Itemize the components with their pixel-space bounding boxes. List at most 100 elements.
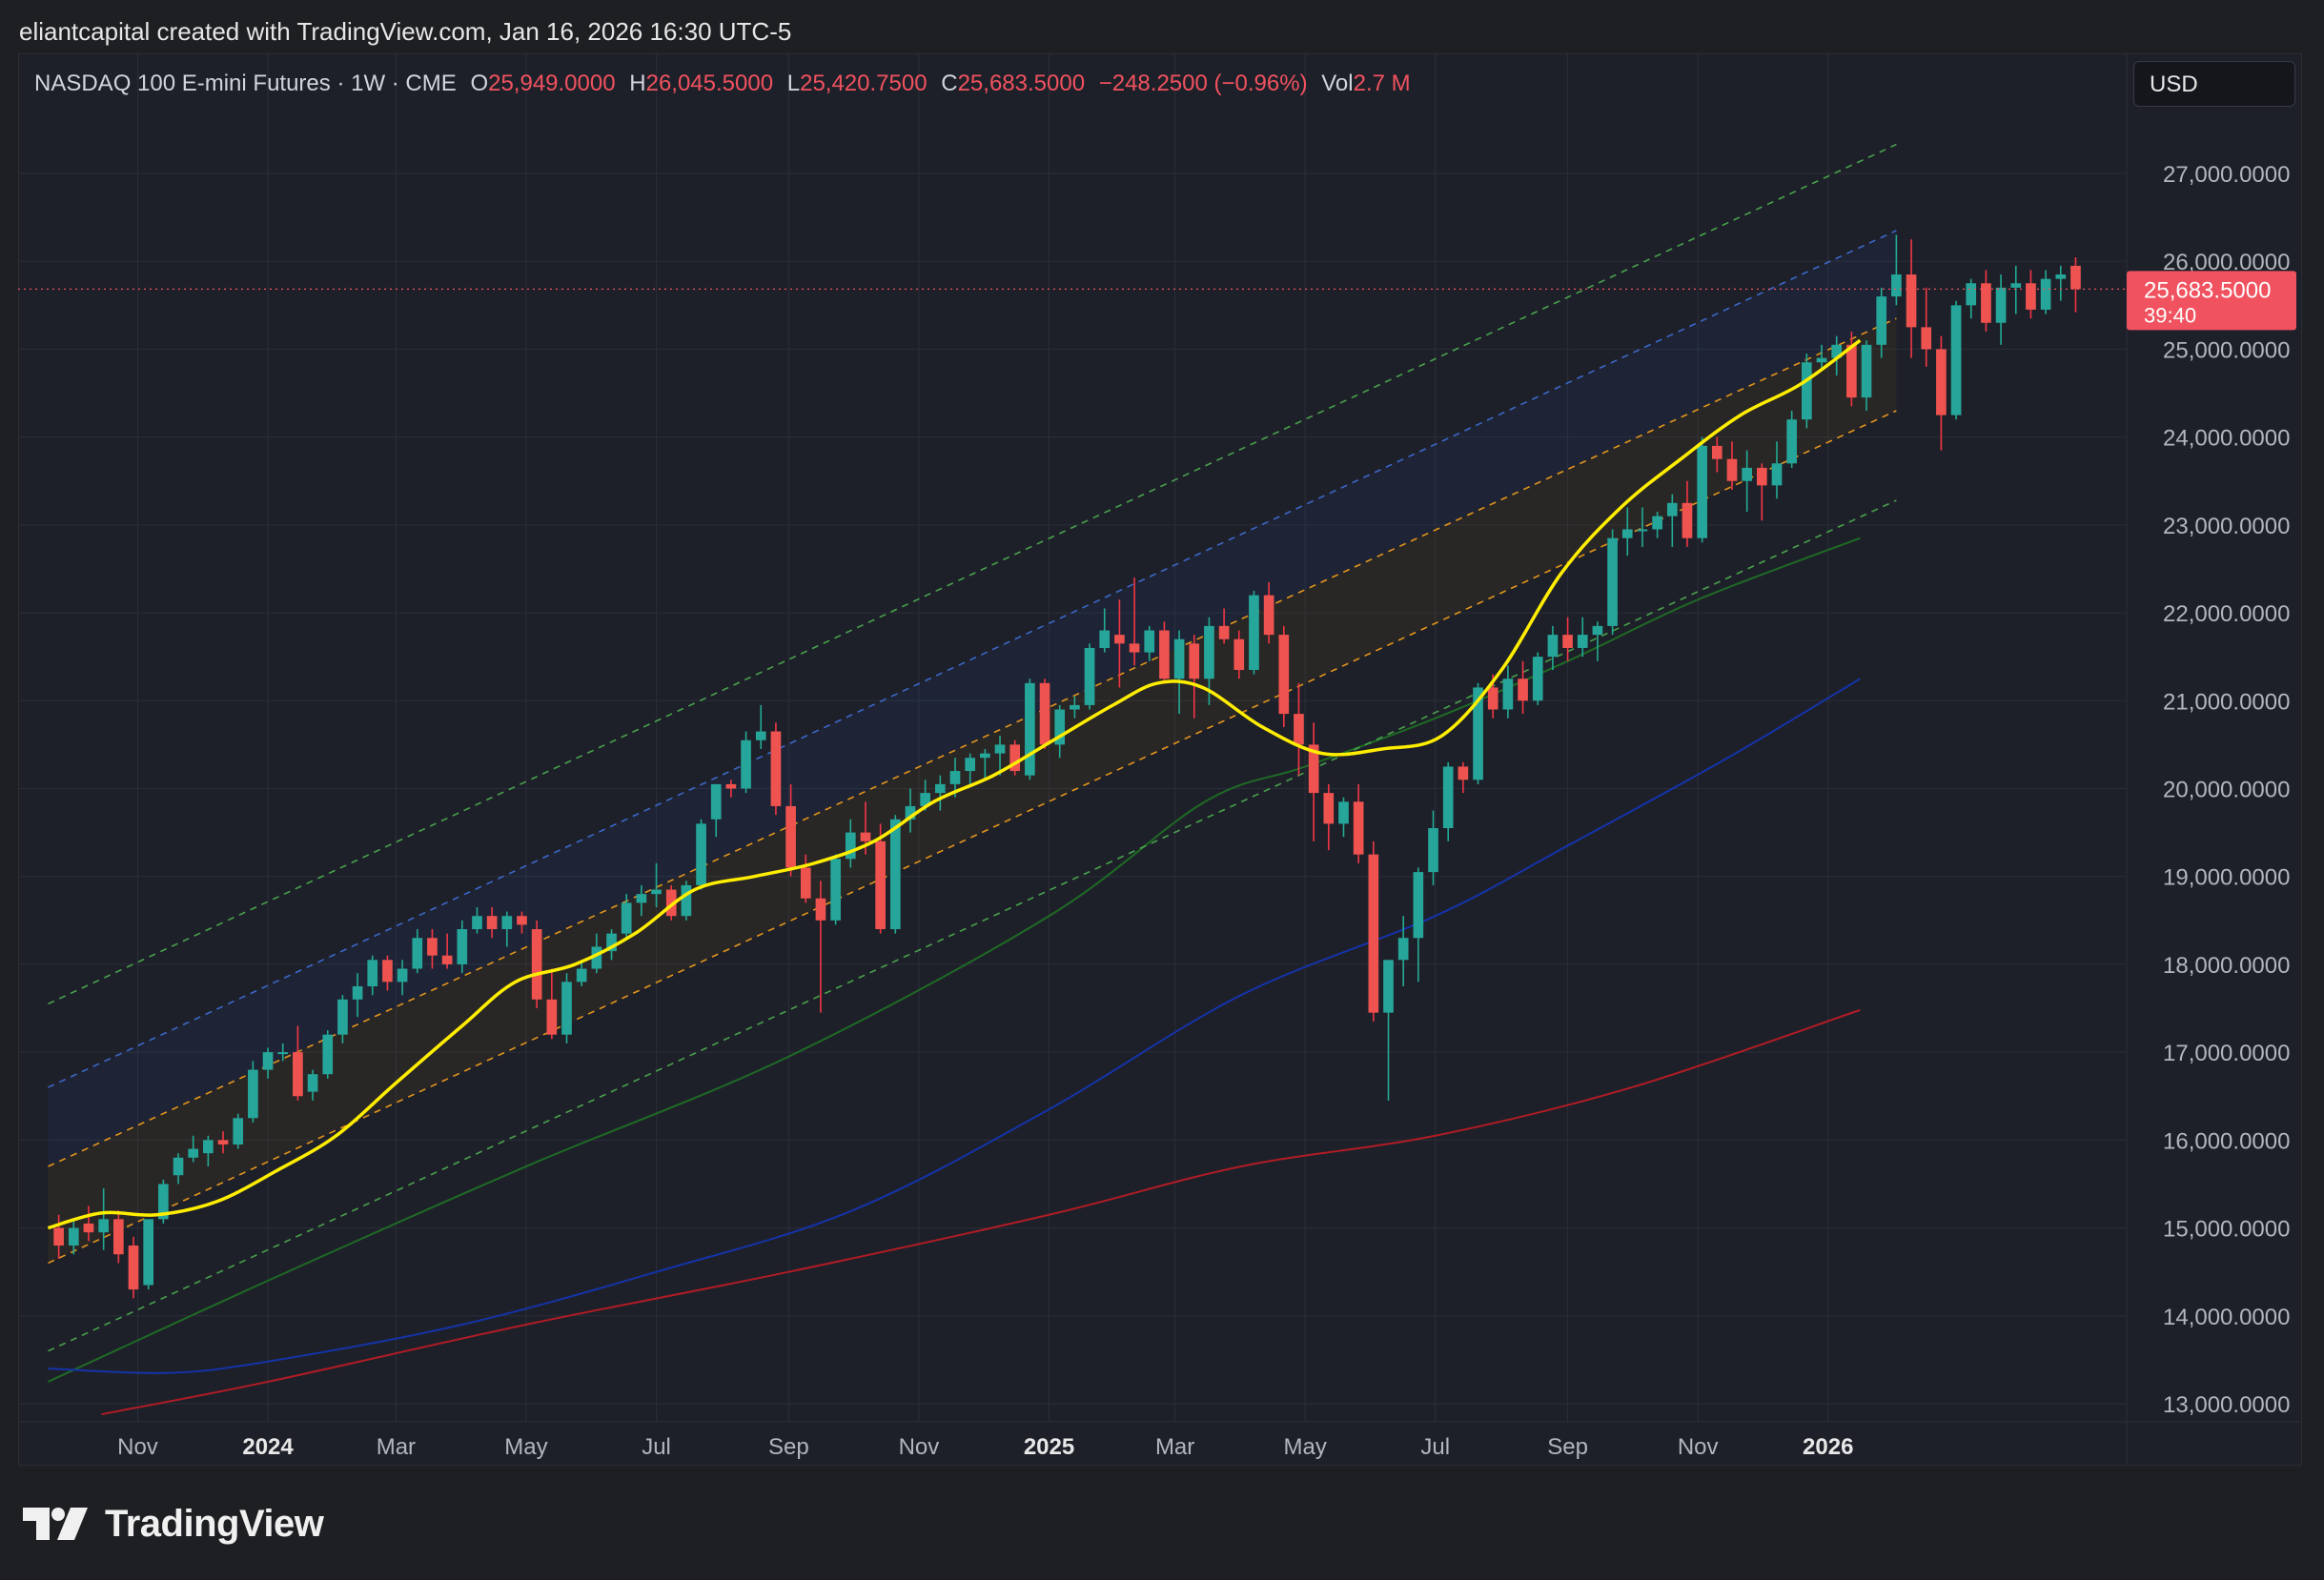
- candle-body: [1711, 445, 1723, 459]
- candle-body: [1816, 357, 1827, 363]
- candle-body: [2010, 283, 2022, 288]
- candle-body: [1697, 445, 1707, 538]
- candle-body: [352, 985, 363, 1000]
- candle-body: [1218, 625, 1230, 639]
- low-value: 25,420.7500: [800, 71, 928, 96]
- candle-body: [1233, 638, 1245, 671]
- ema-line: [47, 338, 1862, 1230]
- candle-body: [815, 898, 826, 921]
- candle-body: [53, 1227, 64, 1246]
- price-tick-label: 13,000.0000: [2163, 1392, 2290, 1418]
- candle-body: [68, 1227, 79, 1246]
- candle-body: [2070, 265, 2081, 290]
- candle-body: [1458, 766, 1469, 780]
- candle-body: [412, 938, 423, 969]
- candle-body: [636, 894, 647, 903]
- price-tick-label: 16,000.0000: [2163, 1128, 2290, 1154]
- candle-body: [1397, 938, 1409, 961]
- candle-body: [1518, 679, 1528, 701]
- time-tick-label: Jul: [1420, 1434, 1450, 1460]
- candle-body: [1802, 362, 1812, 420]
- high-label: H: [629, 71, 646, 96]
- close-value: 25,683.5000: [957, 71, 1086, 96]
- logo-text: TradingView: [105, 1502, 324, 1545]
- candle-body: [277, 1052, 289, 1055]
- price-tick-label: 22,000.0000: [2163, 601, 2290, 627]
- candle-body: [322, 1034, 334, 1075]
- lower-channel-fill: [48, 318, 1897, 1264]
- candle-body: [128, 1246, 139, 1290]
- candle-body: [1383, 960, 1394, 1013]
- currency-button[interactable]: USD: [2133, 61, 2295, 107]
- candle-body: [1726, 458, 1738, 481]
- candle-body: [1413, 872, 1424, 939]
- candle-body: [1666, 502, 1678, 517]
- candle-body: [1039, 682, 1050, 745]
- candle-body: [248, 1069, 258, 1119]
- candle-body: [755, 731, 766, 740]
- candle-body: [1906, 274, 1917, 328]
- candle-body: [1473, 687, 1483, 780]
- channel-fills: [48, 230, 1897, 1264]
- price-tag: 25,683.5000 39:40: [2127, 271, 2296, 331]
- candle-body: [427, 938, 438, 956]
- candle-body: [1189, 643, 1200, 679]
- candle-body: [1532, 657, 1543, 701]
- candle-body: [696, 823, 706, 885]
- candle-body: [1159, 630, 1170, 679]
- chart-pane[interactable]: [18, 53, 2302, 1466]
- candle-body: [173, 1157, 184, 1176]
- candle-body: [1308, 744, 1319, 794]
- price-chart[interactable]: 13,000.0000 14,000.0000 15,000.0000 16,000.…: [18, 53, 2300, 1464]
- candle-body: [307, 1074, 318, 1092]
- candle-body: [1368, 854, 1379, 1013]
- candle-body: [1936, 349, 1947, 415]
- candle-body: [1114, 635, 1125, 644]
- time-tick-label: May: [504, 1434, 547, 1460]
- candle-body: [621, 902, 632, 934]
- candle-body: [367, 960, 378, 986]
- candle-body: [1353, 801, 1364, 855]
- candle-body: [1592, 625, 1603, 636]
- price-tick-label: 18,000.0000: [2163, 953, 2290, 979]
- candle-body: [1025, 682, 1035, 776]
- price-tick-label: 15,000.0000: [2163, 1217, 2290, 1243]
- change-value: −248.2500 (−0.96%): [1098, 71, 1308, 96]
- candle-body: [1981, 283, 1991, 323]
- candle-body: [1099, 630, 1111, 648]
- channel-lower: [48, 410, 1897, 1265]
- channel-outer-top: [48, 143, 1897, 1005]
- price-tick-label: 17,000.0000: [2163, 1041, 2290, 1066]
- price-tick-label: 19,000.0000: [2163, 865, 2290, 891]
- candle-body: [980, 753, 990, 759]
- candle-body: [1786, 419, 1798, 464]
- channel-middle: [48, 317, 1897, 1167]
- candle-body: [830, 859, 841, 921]
- symbol-name[interactable]: NASDAQ 100 E-mini Futures · 1W · CME: [34, 71, 457, 96]
- candle-body: [2055, 274, 2067, 279]
- bar-countdown: 39:40: [2144, 303, 2196, 327]
- candle-body: [143, 1219, 154, 1286]
- low-label: L: [786, 71, 801, 96]
- candle-body: [472, 916, 482, 930]
- candle-body: [934, 783, 946, 794]
- candle-body: [606, 933, 617, 952]
- candle-body: [1144, 630, 1155, 653]
- candle-body: [1294, 714, 1304, 745]
- candle-body: [1502, 679, 1514, 710]
- candle-body: [1652, 516, 1662, 530]
- candle-body: [1621, 529, 1633, 538]
- candle-body: [457, 929, 468, 964]
- candle-body: [1428, 827, 1438, 873]
- candle-body: [293, 1052, 303, 1097]
- time-tick-label: 2024: [242, 1434, 294, 1460]
- tradingview-logo[interactable]: TradingView: [23, 1500, 324, 1548]
- candle-body: [1921, 327, 1932, 350]
- candle-body: [1263, 595, 1274, 636]
- candle-body: [486, 916, 498, 930]
- candle-body: [1009, 744, 1021, 772]
- sma-green-line: [48, 537, 1861, 1383]
- ema-line: [47, 338, 1862, 1230]
- ohlc-legend: NASDAQ 100 E-mini Futures · 1W · CME O25…: [34, 71, 1411, 97]
- time-tick-label: 2025: [1024, 1434, 1074, 1460]
